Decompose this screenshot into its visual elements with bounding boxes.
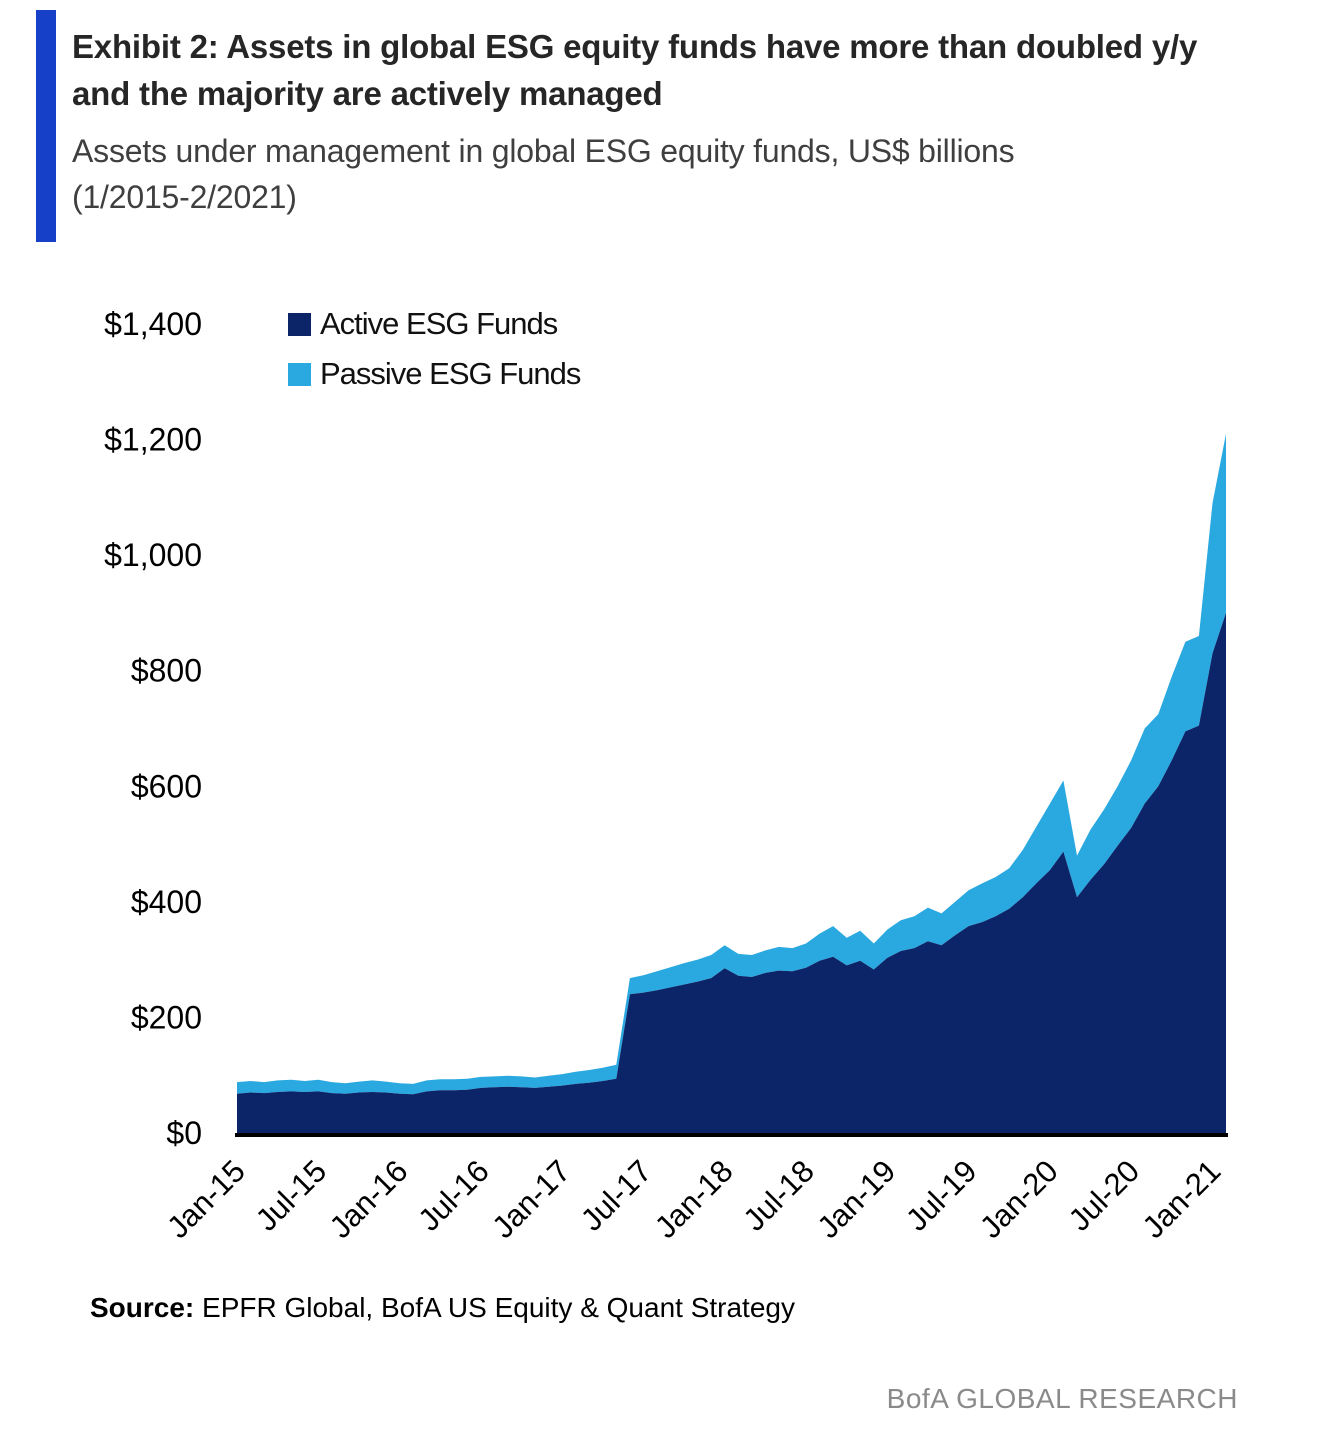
exhibit-subtitle: Assets under management in global ESG eq… <box>72 132 1015 216</box>
x-tick-label: Jan-17 <box>485 1153 577 1245</box>
x-tick-label: Jan-15 <box>160 1153 252 1245</box>
active-area <box>237 612 1226 1133</box>
source-label: Source: <box>90 1292 195 1323</box>
passive-series-swatch-icon <box>288 362 311 386</box>
legend-label-passive: Passive ESG Funds <box>320 356 581 391</box>
y-tick-label: $0 <box>166 1115 202 1151</box>
passive-area <box>237 433 1226 1095</box>
y-tick-label: $200 <box>131 999 202 1035</box>
source-text: EPFR Global, BofA US Equity & Quant Stra… <box>194 1292 795 1323</box>
y-tick-label: $800 <box>131 653 202 689</box>
brand-footer: BofA GLOBAL RESEARCH <box>886 1383 1238 1414</box>
source-note: Source: EPFR Global, BofA US Equity & Qu… <box>90 1292 795 1324</box>
x-tick-label: Jul-15 <box>249 1153 333 1237</box>
x-tick-label: Jan-20 <box>973 1153 1065 1245</box>
legend-label-active: Active ESG Funds <box>320 306 558 341</box>
x-tick-label: Jul-17 <box>574 1153 658 1237</box>
legend-item-passive: Passive ESG Funds <box>288 356 581 392</box>
y-tick-label: $600 <box>131 768 202 804</box>
y-tick-label: $1,400 <box>104 306 202 342</box>
x-tick-label: Jan-21 <box>1136 1153 1228 1245</box>
y-tick-label: $1,000 <box>104 537 202 573</box>
exhibit-title: Exhibit 2: Assets in global ESG equity f… <box>72 28 1198 112</box>
x-tick-label: Jul-18 <box>737 1153 821 1237</box>
x-tick-label: Jul-20 <box>1062 1153 1146 1237</box>
y-tick-label: $400 <box>131 884 202 920</box>
x-tick-label: Jul-19 <box>899 1153 983 1237</box>
active-series-swatch-icon <box>288 312 311 336</box>
x-tick-label: Jul-16 <box>411 1153 495 1237</box>
x-tick-label: Jan-16 <box>323 1153 415 1245</box>
chart-legend: Active ESG Funds Passive ESG Funds <box>288 306 581 392</box>
exhibit-header: Exhibit 2: Assets in global ESG equity f… <box>72 24 1252 221</box>
legend-item-active: Active ESG Funds <box>288 306 580 342</box>
accent-bar <box>36 10 56 242</box>
y-tick-label: $1,200 <box>104 422 202 458</box>
x-tick-label: Jan-19 <box>810 1153 902 1245</box>
x-tick-label: Jan-18 <box>648 1153 740 1245</box>
